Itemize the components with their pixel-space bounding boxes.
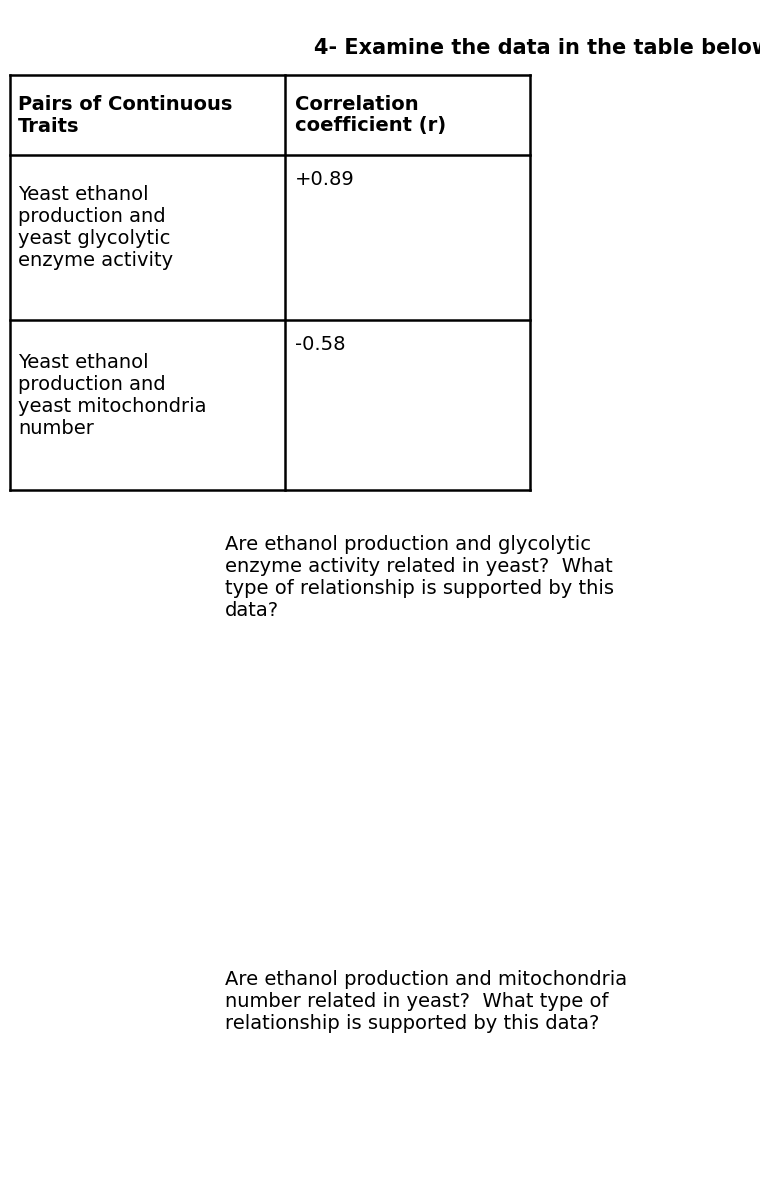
Text: +0.89: +0.89: [295, 170, 355, 188]
Text: -0.58: -0.58: [295, 335, 346, 354]
Text: Pairs of Continuous
Traits: Pairs of Continuous Traits: [18, 95, 233, 136]
Text: 4- Examine the data in the table below:: 4- Examine the data in the table below:: [315, 38, 760, 58]
Text: Are ethanol production and glycolytic
enzyme activity related in yeast?  What
ty: Are ethanol production and glycolytic en…: [225, 535, 614, 620]
Text: Correlation
coefficient (r): Correlation coefficient (r): [295, 95, 446, 136]
Text: Yeast ethanol
production and
yeast mitochondria
number: Yeast ethanol production and yeast mitoc…: [18, 353, 207, 438]
Text: Yeast ethanol
production and
yeast glycolytic
enzyme activity: Yeast ethanol production and yeast glyco…: [18, 185, 173, 270]
Text: Are ethanol production and mitochondria
number related in yeast?  What type of
r: Are ethanol production and mitochondria …: [225, 970, 627, 1033]
